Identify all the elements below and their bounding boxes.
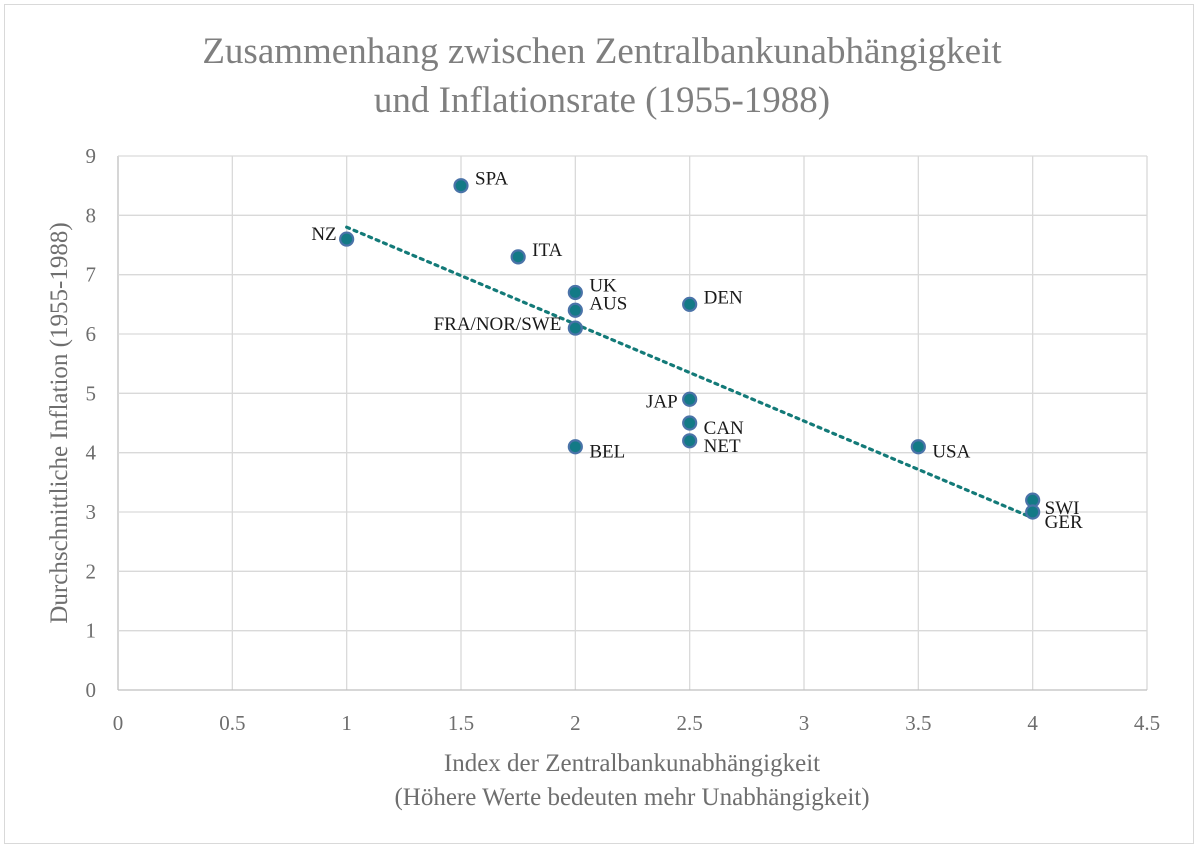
- point-label: AUS: [589, 293, 627, 314]
- data-point: [1025, 504, 1041, 520]
- point-label: USA: [932, 442, 970, 463]
- y-axis-tick-labels: 0 1 2 3 4 5 6 7 8 9: [86, 144, 97, 702]
- chart-area: [4, 4, 1194, 844]
- y-tick-label: 3: [86, 500, 97, 524]
- data-point: [682, 433, 698, 449]
- point-label: ITA: [532, 240, 562, 261]
- x-tick-label: 3.5: [905, 711, 931, 735]
- y-tick-label: 4: [86, 441, 97, 465]
- x-tick-label: 2: [570, 711, 581, 735]
- x-tick-label: 1: [341, 711, 352, 735]
- point-label: CAN: [704, 418, 744, 439]
- point-label: JAP: [646, 391, 678, 412]
- chart-title-line-2: und Inflationsrate (1955-1988): [374, 80, 830, 121]
- x-tick-label: 3: [799, 711, 810, 735]
- data-point: [682, 415, 698, 431]
- x-tick-label: 2.5: [677, 711, 703, 735]
- x-tick-label: 0: [113, 711, 124, 735]
- y-tick-label: 9: [86, 144, 97, 168]
- y-tick-label: 6: [86, 322, 97, 346]
- data-point: [910, 439, 926, 455]
- data-point: [453, 178, 469, 194]
- point-label: UK: [589, 275, 617, 296]
- point-label: BEL: [589, 442, 625, 463]
- data-point: [682, 391, 698, 407]
- y-tick-label: 5: [86, 381, 97, 405]
- data-points: [339, 178, 1041, 520]
- data-point: [682, 296, 698, 312]
- data-point: [567, 302, 583, 318]
- chart-title: Zusammenhang zwischen Zentralbankunabhän…: [202, 31, 1002, 121]
- data-point: [567, 284, 583, 301]
- point-label: SWI: [1045, 498, 1080, 519]
- x-axis-title-line-2: (Höhere Werte bedeuten mehr Unabhängigke…: [394, 784, 869, 811]
- data-point: [510, 249, 526, 265]
- x-axis-title-line-1: Index der Zentralbankunabhängigkeit: [444, 750, 820, 777]
- x-tick-label: 1.5: [448, 711, 474, 735]
- point-label: GER: [1045, 512, 1083, 533]
- point-label: DEN: [704, 287, 743, 308]
- x-tick-label: 4.5: [1134, 711, 1160, 735]
- data-point: [339, 231, 355, 247]
- point-label: NZ: [311, 224, 336, 245]
- data-point: [567, 320, 583, 336]
- point-label: SPA: [475, 169, 508, 190]
- trendline: [345, 225, 1035, 520]
- y-tick-label: 0: [86, 678, 97, 702]
- y-axis-title: Durchschnittliche Inflation (1955-1988): [46, 222, 73, 623]
- y-tick-label: 2: [86, 559, 97, 583]
- y-tick-label: 8: [86, 203, 97, 227]
- data-point: [567, 439, 583, 455]
- trendline-group: [345, 225, 1035, 520]
- y-tick-label: 1: [86, 619, 97, 643]
- x-tick-label: 4: [1027, 711, 1038, 735]
- x-axis-title: Index der Zentralbankunabhängigkeit (Höh…: [394, 750, 869, 811]
- x-axis-tick-labels: 0 0.5 1 1.5 2 2.5 3 3.5 4 4.5: [113, 711, 1160, 735]
- point-label: NET: [704, 436, 741, 457]
- gridlines: [117, 155, 1148, 691]
- y-tick-label: 7: [86, 263, 97, 287]
- x-tick-label: 0.5: [219, 711, 245, 735]
- point-label: FRA/NOR/SWE: [434, 314, 562, 335]
- chart-title-line-1: Zusammenhang zwischen Zentralbankunabhän…: [202, 31, 1002, 72]
